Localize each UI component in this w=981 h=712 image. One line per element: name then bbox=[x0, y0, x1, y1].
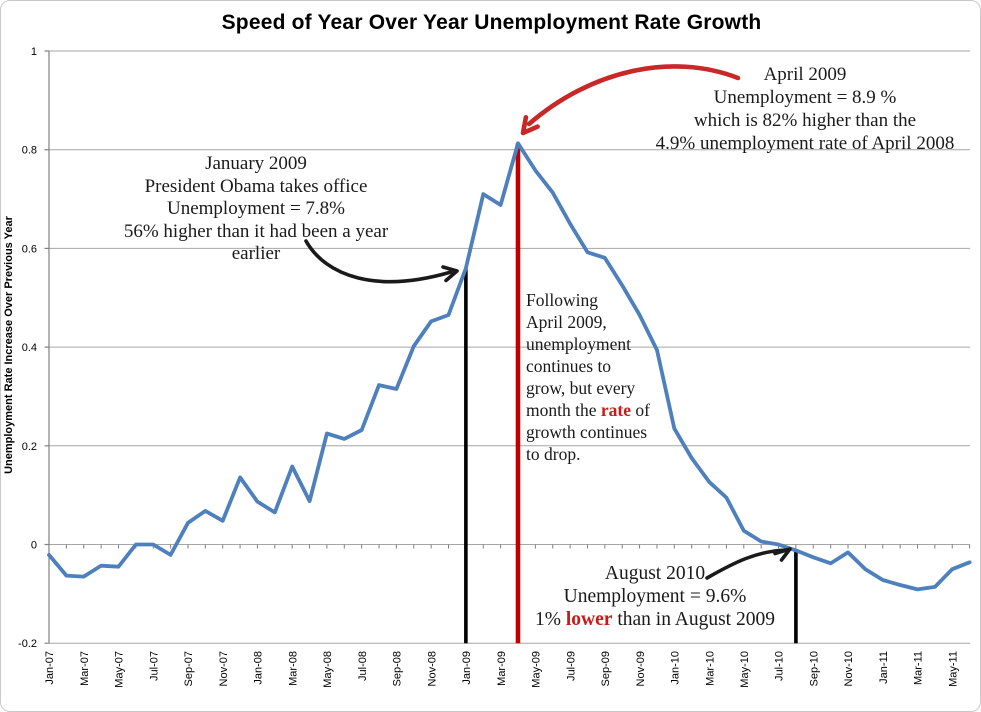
x-axis-tick-label: May-08 bbox=[322, 651, 334, 688]
y-axis-tick-label: 0.6 bbox=[22, 243, 37, 255]
unemployment-growth-series-line bbox=[47, 141, 972, 592]
annotation-line: which is 82% higher than the bbox=[693, 110, 917, 131]
annotation-line: 1% lower than in August 2009 bbox=[535, 609, 775, 630]
x-axis-tick-label: Jul-10 bbox=[774, 651, 786, 681]
x-axis-tick-label: Sep-10 bbox=[809, 651, 821, 686]
annotation-line: 4.9% unemployment rate of April 2008 bbox=[655, 133, 955, 154]
annotation-line: April 2009 bbox=[763, 64, 847, 85]
x-axis-tick-label: Mar-08 bbox=[287, 651, 299, 686]
x-axis-tick-label: Nov-07 bbox=[218, 651, 230, 686]
y-axis-tick-label: 0.8 bbox=[22, 145, 37, 157]
january-annotation-arrow bbox=[304, 239, 459, 284]
annotation-line: continues to bbox=[526, 356, 612, 376]
x-axis-tick-label: Mar-09 bbox=[496, 651, 508, 686]
highlighted-word-lower: lower bbox=[565, 609, 613, 630]
annotation-january-2009: January 2009 President Obama takes office… bbox=[101, 153, 411, 266]
annotation-line: August 2010 bbox=[604, 563, 706, 584]
annotation-august-2010: August 2010 Unemployment = 9.6% 1% lower… bbox=[529, 562, 781, 631]
x-axis-tick-label: May-11 bbox=[947, 651, 959, 687]
annotation-line: 56% higher than it had been a year earli… bbox=[123, 220, 389, 265]
x-axis-tick-label: Jan-11 bbox=[878, 651, 890, 684]
x-axis-tick-label: Jul-09 bbox=[565, 651, 577, 681]
x-axis-tick-label: Mar-07 bbox=[79, 651, 91, 686]
annotation-line: Following bbox=[526, 290, 598, 310]
x-axis-tick-label: Nov-08 bbox=[426, 651, 438, 686]
annotation-following-april-2009: Following April 2009, unemployment continue… bbox=[526, 289, 672, 465]
highlighted-word-rate: rate bbox=[600, 400, 631, 420]
x-axis-tick-label: Sep-07 bbox=[183, 651, 195, 686]
x-axis-tick-label: Mar-11 bbox=[913, 651, 925, 685]
y-axis-tick-label: 0 bbox=[31, 540, 37, 552]
annotation-line: Unemployment = 7.8% bbox=[167, 198, 345, 219]
x-axis-tick-label: Nov-09 bbox=[635, 651, 647, 686]
y-axis-tick-label: 0.4 bbox=[22, 342, 37, 354]
x-axis-tick-label: Jan-09 bbox=[461, 651, 473, 685]
x-axis-tick-label: Jul-07 bbox=[148, 651, 160, 681]
x-axis-tick-label: May-07 bbox=[114, 651, 126, 688]
x-axis-tick-label: Jan-08 bbox=[253, 651, 265, 685]
x-axis-tick-label: Sep-09 bbox=[600, 651, 612, 686]
annotation-line: grow, but every bbox=[526, 378, 636, 398]
annotation-line: to drop. bbox=[526, 444, 581, 464]
august-annotation-arrow bbox=[705, 547, 792, 580]
y-axis-tick-label: 1 bbox=[31, 46, 37, 58]
x-axis-tick-label: Jul-08 bbox=[357, 651, 369, 681]
x-axis-tick-label: Nov-10 bbox=[843, 651, 855, 686]
x-axis-tick-label: Sep-08 bbox=[392, 651, 404, 686]
annotation-line: January 2009 bbox=[205, 153, 307, 174]
y-axis-tick-label: 0.2 bbox=[22, 441, 37, 453]
annotation-line: growth continues bbox=[526, 422, 648, 442]
annotation-line: unemployment bbox=[526, 334, 631, 354]
annotation-line: Unemployment = 9.6% bbox=[563, 586, 747, 607]
x-axis-tick-label: Jan-07 bbox=[44, 651, 56, 685]
y-axis-tick-label: -0.2 bbox=[18, 638, 37, 650]
chart-title: Speed of Year Over Year Unemployment Rat… bbox=[221, 11, 762, 34]
annotation-april-2009: April 2009 Unemployment = 8.9 % which is 8… bbox=[629, 63, 980, 155]
x-axis-tick-label: Mar-10 bbox=[704, 651, 716, 686]
x-axis-tick-label: Jan-10 bbox=[670, 651, 682, 685]
annotation-line: month the rate of bbox=[526, 400, 650, 420]
annotation-line: April 2009, bbox=[526, 312, 607, 332]
annotation-line: Unemployment = 8.9 % bbox=[713, 87, 897, 108]
x-axis-tick-label: May-09 bbox=[531, 651, 543, 688]
x-axis-tick-label: May-10 bbox=[739, 651, 751, 688]
red-curved-arrow bbox=[520, 64, 741, 136]
annotation-line: President Obama takes office bbox=[144, 175, 368, 197]
